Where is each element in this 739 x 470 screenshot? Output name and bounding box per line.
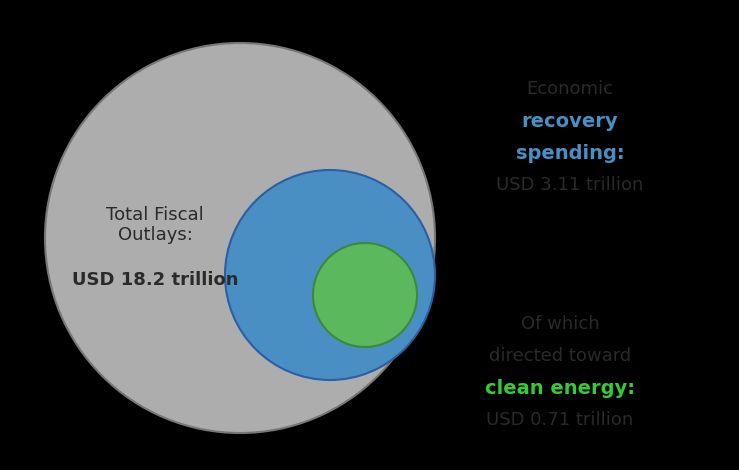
Text: Total Fiscal
Outlays:: Total Fiscal Outlays: [106, 205, 204, 244]
Text: USD 18.2 trillion: USD 18.2 trillion [72, 271, 238, 289]
Text: USD 0.71 trillion: USD 0.71 trillion [486, 411, 633, 429]
Text: Economic: Economic [526, 80, 613, 98]
Text: USD 3.11 trillion: USD 3.11 trillion [497, 176, 644, 194]
Circle shape [313, 243, 417, 347]
Text: directed toward: directed toward [489, 347, 631, 365]
Circle shape [45, 43, 435, 433]
Text: recovery: recovery [522, 112, 619, 131]
Text: clean energy:: clean energy: [485, 379, 635, 398]
Text: spending:: spending: [516, 144, 624, 163]
Text: Of which: Of which [521, 315, 599, 333]
Circle shape [225, 170, 435, 380]
